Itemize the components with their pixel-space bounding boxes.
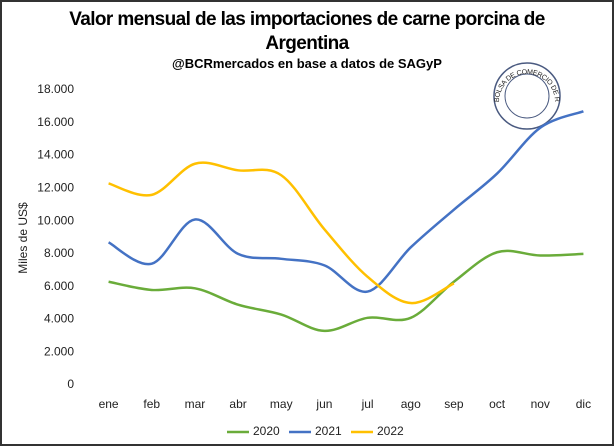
y-tick-label: 0 [67,377,74,391]
x-tick-label: feb [143,397,160,411]
x-tick-label: ago [401,397,421,411]
y-tick-label: 4.000 [44,312,74,326]
x-tick-label: abr [229,397,246,411]
chart-subtitle: @BCRmercados en base a datos de SAGyP [172,56,442,71]
series-line [107,110,584,293]
y-tick-label: 18.000 [37,82,74,96]
legend-label: 2022 [377,424,404,438]
y-axis-label: Miles de US$ [16,202,30,274]
y-tick-label: 14.000 [37,148,74,162]
x-tick-label: sep [444,397,464,411]
y-tick-label: 6.000 [44,279,74,293]
logo-ring [493,62,561,130]
x-tick-label: nov [531,397,550,411]
series-line [108,249,584,333]
y-tick-label: 12.000 [37,181,74,195]
y-tick-label: 10.000 [37,213,74,227]
y-tick-label: 2.000 [44,344,74,358]
series-line [108,161,455,305]
chart-title: Valor mensual de las importaciones de ca… [69,9,545,54]
x-tick-label: jul [361,397,374,411]
x-tick-label: dic [576,397,591,411]
y-tick-label: 16.000 [37,115,74,129]
x-tick-label: jun [315,397,332,411]
x-tick-label: oct [489,397,506,411]
x-tick-label: mar [185,397,206,411]
legend-label: 2020 [253,424,280,438]
y-tick-label: 8.000 [44,246,74,260]
x-tick-label: ene [99,397,119,411]
x-tick-label: may [270,397,293,411]
legend-label: 2021 [315,424,342,438]
logo-inner [504,73,550,119]
